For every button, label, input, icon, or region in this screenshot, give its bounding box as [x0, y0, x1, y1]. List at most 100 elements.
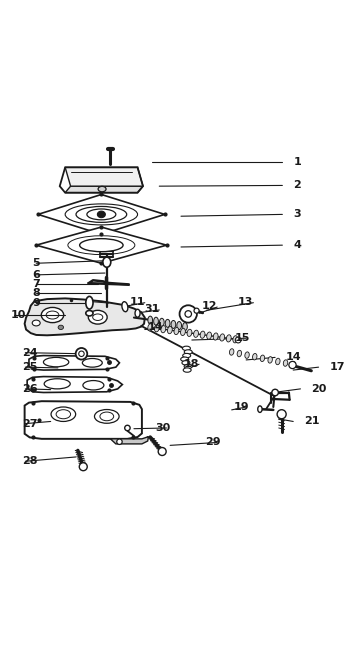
Text: 1: 1 [293, 157, 301, 167]
Ellipse shape [117, 439, 122, 444]
Ellipse shape [76, 348, 87, 360]
Ellipse shape [183, 353, 191, 358]
Text: 8: 8 [33, 288, 40, 298]
Text: 6: 6 [33, 270, 41, 280]
Ellipse shape [181, 328, 185, 335]
Ellipse shape [80, 238, 123, 252]
Text: 31: 31 [144, 304, 159, 314]
Polygon shape [29, 355, 119, 370]
Polygon shape [25, 401, 142, 439]
Text: 2: 2 [293, 180, 301, 191]
Ellipse shape [44, 379, 70, 389]
Ellipse shape [200, 331, 205, 339]
Ellipse shape [46, 311, 59, 319]
Ellipse shape [182, 322, 188, 331]
Text: 28: 28 [22, 456, 37, 466]
Ellipse shape [258, 406, 262, 412]
Ellipse shape [135, 309, 140, 317]
Polygon shape [110, 437, 148, 444]
Ellipse shape [237, 350, 241, 357]
Ellipse shape [182, 346, 190, 351]
Text: 3: 3 [293, 209, 301, 220]
Text: 30: 30 [155, 423, 170, 433]
Text: 21: 21 [304, 417, 320, 426]
Text: 5: 5 [33, 258, 40, 268]
Text: 26: 26 [22, 384, 37, 394]
Ellipse shape [122, 302, 128, 312]
Text: 13: 13 [238, 297, 253, 307]
Polygon shape [65, 186, 143, 193]
Ellipse shape [183, 368, 191, 372]
Text: 11: 11 [129, 297, 145, 307]
Ellipse shape [177, 322, 181, 329]
Polygon shape [25, 298, 145, 335]
Text: 14: 14 [147, 322, 163, 331]
Ellipse shape [79, 463, 87, 471]
Ellipse shape [86, 297, 93, 309]
Ellipse shape [230, 349, 234, 355]
Ellipse shape [185, 311, 191, 317]
Ellipse shape [182, 360, 190, 365]
Polygon shape [36, 227, 167, 264]
Ellipse shape [32, 320, 40, 326]
Text: 15: 15 [235, 333, 250, 343]
Text: 18: 18 [184, 359, 199, 369]
Ellipse shape [289, 361, 296, 369]
Ellipse shape [83, 359, 102, 367]
Ellipse shape [213, 333, 218, 340]
Ellipse shape [184, 349, 192, 354]
Ellipse shape [220, 334, 224, 341]
Text: 24: 24 [22, 348, 37, 358]
Ellipse shape [268, 357, 272, 363]
Text: 10: 10 [11, 309, 26, 320]
Ellipse shape [253, 353, 257, 360]
Ellipse shape [100, 412, 114, 421]
Text: 9: 9 [33, 298, 41, 307]
Ellipse shape [233, 336, 238, 343]
Ellipse shape [125, 425, 130, 431]
Ellipse shape [159, 318, 164, 326]
Polygon shape [38, 194, 165, 234]
Text: 25: 25 [22, 362, 37, 372]
Ellipse shape [165, 319, 170, 328]
Ellipse shape [283, 360, 288, 366]
Text: 29: 29 [205, 437, 221, 448]
Polygon shape [65, 167, 143, 186]
Ellipse shape [184, 364, 192, 369]
Ellipse shape [94, 410, 119, 423]
Ellipse shape [51, 407, 76, 421]
Text: 4: 4 [293, 240, 301, 250]
Ellipse shape [194, 330, 198, 337]
Text: 19: 19 [234, 402, 250, 412]
Ellipse shape [97, 211, 105, 218]
Ellipse shape [93, 314, 103, 320]
Text: 17: 17 [329, 362, 345, 372]
Ellipse shape [207, 332, 211, 339]
Ellipse shape [171, 320, 176, 328]
Ellipse shape [260, 355, 265, 362]
Ellipse shape [291, 361, 295, 368]
Text: 14: 14 [286, 352, 302, 362]
Ellipse shape [235, 337, 241, 343]
Ellipse shape [161, 326, 166, 333]
Ellipse shape [168, 326, 172, 334]
Text: 27: 27 [22, 419, 37, 429]
Ellipse shape [158, 448, 166, 455]
Ellipse shape [43, 357, 69, 367]
Text: 12: 12 [202, 301, 217, 311]
Ellipse shape [153, 317, 159, 325]
Text: 7: 7 [33, 279, 40, 289]
Ellipse shape [180, 306, 197, 322]
Ellipse shape [83, 380, 104, 390]
Ellipse shape [181, 357, 189, 361]
Ellipse shape [174, 328, 179, 335]
Ellipse shape [245, 352, 249, 359]
Ellipse shape [86, 311, 93, 316]
Ellipse shape [41, 307, 64, 322]
Ellipse shape [277, 410, 286, 419]
Ellipse shape [79, 351, 84, 357]
Ellipse shape [103, 257, 111, 267]
Ellipse shape [58, 325, 64, 329]
Ellipse shape [148, 316, 153, 324]
Ellipse shape [98, 186, 106, 192]
